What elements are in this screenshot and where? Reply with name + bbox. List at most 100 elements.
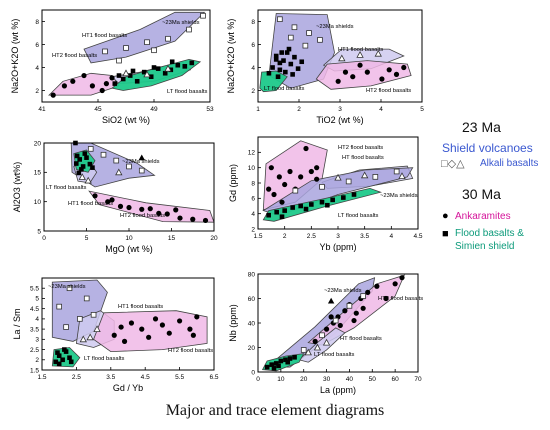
point-1-2-14	[151, 65, 157, 70]
point-2-2-2	[273, 53, 279, 59]
x-tick-label: 3	[336, 233, 340, 240]
field-1-1	[83, 11, 206, 64]
x-tick-label: 53	[206, 106, 214, 113]
x-tick-label: 45	[94, 106, 102, 113]
y-tick-label: 2	[251, 226, 255, 233]
point-3-2-3	[80, 164, 86, 169]
point-4-1-13	[314, 176, 320, 182]
point-5-3-4	[83, 295, 90, 302]
y-tick-label: 2	[251, 88, 255, 95]
point-5-2-9	[68, 359, 74, 365]
point-4-2-1	[266, 212, 271, 218]
x-tick-label: 20	[210, 235, 218, 242]
point-2-2-1	[270, 65, 275, 70]
point-4-2-8	[330, 197, 335, 203]
x-tick-label: 5	[85, 235, 89, 242]
point-5-1-10	[187, 326, 193, 332]
x-tick-label: 41	[38, 106, 46, 113]
y-tick-label: 6	[251, 42, 255, 49]
point-6-3-2	[319, 332, 325, 339]
point-3-1-13	[173, 207, 179, 213]
x-tick-label: 4.5	[413, 233, 422, 240]
y-tick-label: 4	[35, 65, 39, 72]
point-6-1-16	[351, 317, 357, 324]
point-5-1-6	[152, 316, 159, 322]
point-6-2-7	[292, 355, 297, 360]
point-6-2-10	[271, 366, 277, 371]
y-tick-label: 4.5	[30, 306, 39, 313]
point-5-2-1	[53, 359, 59, 365]
x-axis-label: Yb (ppm)	[319, 242, 356, 252]
point-3-1-12	[109, 197, 115, 203]
x-tick-label: 5	[420, 106, 424, 113]
point-1-1-7	[109, 75, 115, 81]
point-3-1-2	[105, 199, 111, 205]
point-1-3-7	[151, 47, 157, 54]
point-4-3-3	[345, 178, 352, 185]
x-axis-label: MgO (wt %)	[105, 244, 153, 254]
field-label: LT flood basalts	[314, 352, 354, 358]
point-6-1-8	[353, 310, 359, 316]
point-3-1-8	[164, 211, 170, 217]
point-6-5-1	[327, 297, 335, 304]
point-6-1-6	[342, 308, 348, 314]
point-4-2-2	[274, 209, 279, 215]
point-5-1-4	[139, 326, 145, 332]
x-tick-label: 60	[392, 376, 400, 383]
point-3-4-2	[84, 176, 92, 184]
point-2-1-2	[350, 74, 356, 80]
point-4-3-1	[292, 187, 299, 194]
field-label: HT1 flood basalts	[118, 304, 163, 310]
x-tick-label: 2	[283, 233, 287, 240]
field-label: HT2 flood basalts	[338, 145, 383, 151]
point-3-1-10	[190, 216, 196, 222]
point-2-3-6	[302, 42, 309, 49]
point-2-1-1	[335, 78, 341, 84]
y-tick-label: 60	[248, 296, 256, 303]
point-5-1-13	[118, 324, 124, 330]
point-6-1-3	[323, 326, 330, 332]
point-6-1-13	[392, 281, 398, 287]
point-4-2-7	[319, 199, 325, 205]
figure-caption: Major and trace element diagrams	[165, 402, 385, 419]
point-2-1-7	[357, 62, 363, 68]
field-label: HT flood basalts	[342, 155, 384, 161]
point-4-2-11	[303, 206, 309, 212]
y-tick-label: 15	[34, 170, 42, 177]
point-3-5-1	[138, 154, 145, 161]
point-4-2-10	[351, 192, 357, 197]
point-4-1-10	[314, 165, 320, 171]
point-1-1-8	[103, 81, 109, 87]
plot-frame	[41, 9, 211, 103]
point-5-2-7	[62, 347, 67, 352]
point-1-2-1	[112, 81, 118, 86]
y-axis-label: Na2O+K2O (wt %)	[10, 19, 20, 94]
point-3-3-2	[100, 151, 107, 158]
point-3-1-4	[126, 204, 132, 211]
field-label: HT1 flood basalts	[82, 33, 127, 39]
y-tick-label: 8	[251, 180, 255, 187]
point-3-1-7	[156, 210, 162, 216]
point-1-2-11	[182, 64, 188, 69]
point-1-1-3	[70, 78, 76, 84]
point-6-2-6	[287, 356, 293, 361]
point-5-4-1	[86, 333, 94, 341]
y-tick-label: 2.5	[30, 347, 39, 354]
field-label: HT2 flood basalts	[366, 88, 411, 94]
field-2-4	[259, 70, 288, 93]
y-tick-label: 4	[35, 316, 39, 323]
point-4-2-12	[325, 202, 330, 208]
x-tick-label: 30	[323, 376, 331, 383]
point-2-3-1	[277, 16, 283, 22]
point-4-2-9	[341, 195, 346, 200]
point-4-1-1	[266, 186, 272, 192]
legend-alkali-symbols: □◇△	[441, 158, 465, 170]
point-4-2-6	[309, 202, 314, 207]
field-label: LT flood basalts	[264, 86, 304, 92]
point-4-1-8	[303, 145, 309, 152]
point-6-1-12	[383, 295, 389, 302]
field-2-1	[268, 13, 335, 89]
point-3-2-9	[90, 165, 95, 170]
y-axis-label: Na2O+K2O (wt %)	[226, 19, 236, 94]
y-tick-label: 4	[251, 65, 255, 72]
